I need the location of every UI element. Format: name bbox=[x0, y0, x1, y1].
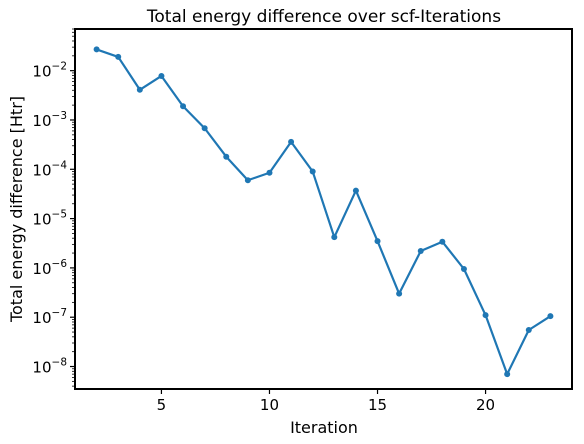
data-point bbox=[352, 187, 359, 194]
y-tick-label: 10−4 bbox=[32, 159, 67, 179]
data-point bbox=[525, 327, 532, 334]
y-axis-label: Total energy difference [Htr] bbox=[7, 96, 26, 323]
axis-ticks: 5 10 15 20 10−8 10−7 10−6 10−5 10−4 10−3 10−2 bbox=[32, 28, 495, 414]
y-tick-label: 10−7 bbox=[32, 307, 67, 327]
data-point bbox=[158, 72, 165, 79]
data-point bbox=[331, 234, 338, 241]
data-point bbox=[180, 103, 187, 110]
x-tick-label: 15 bbox=[368, 396, 387, 414]
data-point bbox=[396, 290, 403, 297]
data-point bbox=[417, 248, 424, 255]
y-tick-label: 10−5 bbox=[32, 209, 67, 229]
series-line bbox=[96, 48, 551, 376]
data-point bbox=[201, 125, 208, 132]
data-point bbox=[439, 238, 446, 245]
y-tick-label: 10−6 bbox=[32, 258, 67, 278]
x-tick-label: 10 bbox=[260, 396, 279, 414]
data-point bbox=[136, 86, 143, 93]
data-point bbox=[288, 138, 295, 145]
data-point bbox=[266, 169, 273, 176]
data-point bbox=[504, 371, 511, 378]
data-point bbox=[374, 238, 381, 245]
data-point bbox=[115, 53, 122, 60]
chart-title: Total energy difference over scf-Iterati… bbox=[146, 7, 501, 27]
plot-area bbox=[74, 28, 573, 390]
data-point bbox=[244, 177, 251, 184]
data-point bbox=[93, 46, 100, 53]
data-point bbox=[223, 153, 230, 160]
x-axis-label: Iteration bbox=[290, 418, 358, 437]
data-series bbox=[93, 46, 554, 378]
data-point bbox=[547, 313, 554, 320]
x-tick-label: 20 bbox=[476, 396, 495, 414]
data-point bbox=[460, 266, 467, 273]
data-point bbox=[482, 312, 489, 319]
y-tick-label: 10−8 bbox=[32, 357, 67, 377]
y-tick-label: 10−3 bbox=[32, 110, 67, 130]
x-tick-label: 5 bbox=[157, 396, 167, 414]
data-point bbox=[309, 168, 316, 175]
y-tick-label: 10−2 bbox=[32, 61, 67, 81]
